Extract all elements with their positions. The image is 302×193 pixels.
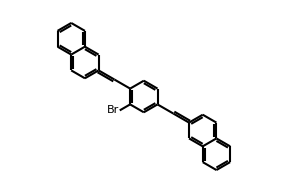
Text: Br: Br bbox=[107, 105, 119, 115]
